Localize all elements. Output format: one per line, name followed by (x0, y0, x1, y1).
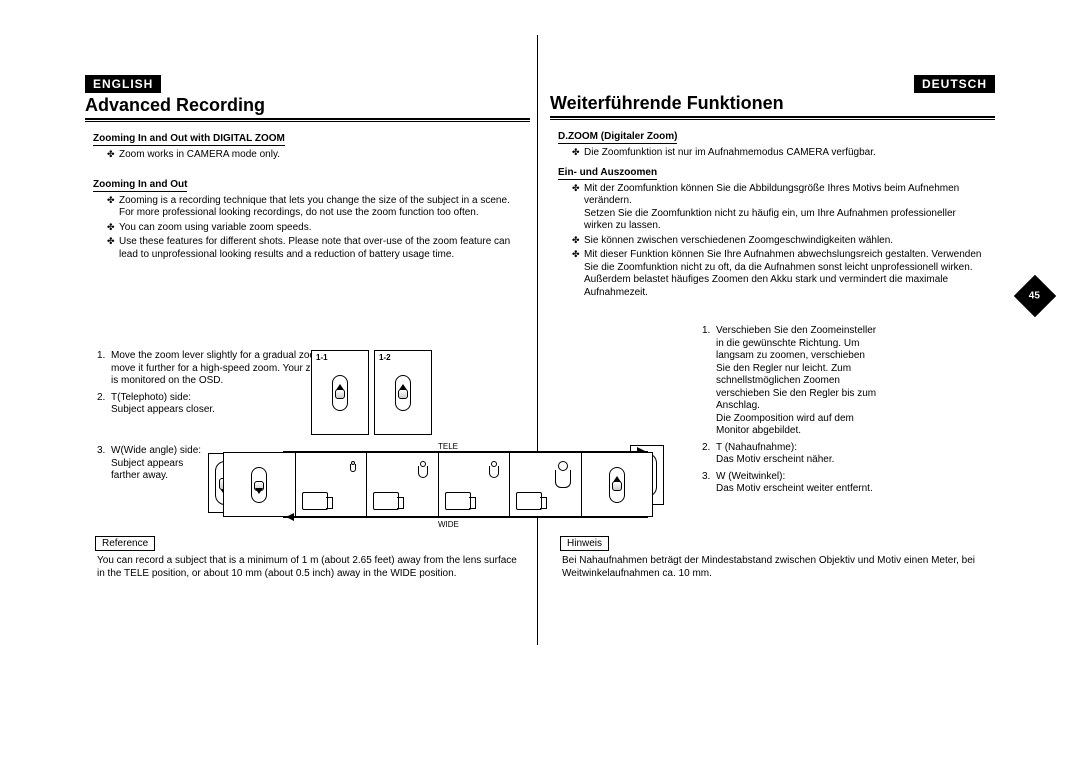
manual-page: ENGLISH Advanced Recording Zooming In an… (85, 75, 995, 635)
diagram-cell (224, 453, 296, 516)
lever-pill (332, 375, 348, 411)
title-rule (85, 118, 530, 122)
step-2-de: 2.T (Nahaufnahme): Das Motiv erscheint n… (702, 442, 880, 467)
reference-label: Reference (95, 536, 155, 551)
bullet-list: Mit der Zoomfunktion können Sie die Abbi… (572, 183, 985, 300)
diagram-cell (367, 453, 439, 516)
bullet-item: Zoom works in CAMERA mode only. (107, 149, 520, 162)
title-rule (550, 116, 995, 120)
person-icon (350, 461, 356, 472)
step-text: T(Telephoto) side: Subject appears close… (111, 392, 215, 416)
hinweis-text: Bei Nahaufnahmen beträgt der Mindestabst… (562, 555, 985, 580)
step-text: W(Wide angle) side: Subject appears fart… (111, 445, 201, 481)
bullet-item: Use these features for different shots. … (107, 236, 520, 261)
diagram-box-1-1: 1-1 (311, 350, 369, 435)
camera-icon (445, 492, 471, 510)
lever-pill (395, 375, 411, 411)
column-deutsch: DEUTSCH Weiterführende Funktionen D.ZOOM… (550, 75, 995, 301)
camera-icon (516, 492, 542, 510)
column-divider (537, 35, 538, 645)
subhead-digital-zoom: Zooming In and Out with DIGITAL ZOOM (93, 133, 285, 146)
lang-tag-deutsch: DEUTSCH (914, 75, 995, 93)
lever-pill (251, 467, 267, 503)
diagram-label: 1-2 (379, 353, 391, 362)
title-deutsch: Weiterführende Funktionen (550, 93, 995, 116)
subhead-zooming: Zooming In and Out (93, 179, 187, 192)
wide-label: WIDE (438, 520, 459, 529)
lever-pill (609, 467, 625, 503)
step-1-de: 1.Verschieben Sie den Zoomeinsteller in … (702, 325, 880, 438)
camera-icon (373, 492, 399, 510)
bullet-item: Mit dieser Funktion können Sie Ihre Aufn… (572, 249, 985, 299)
lang-tag-english: ENGLISH (85, 75, 161, 93)
bullet-item: You can zoom using variable zoom speeds. (107, 222, 520, 235)
diagram-cell (296, 453, 368, 516)
tele-label: TELE (438, 442, 458, 451)
diagram-cell (582, 453, 653, 516)
numbered-list: 3.W(Wide angle) side: Subject appears fa… (97, 445, 207, 487)
step-text: T (Nahaufnahme): Das Motiv erscheint näh… (716, 442, 834, 466)
page-number-badge: 45 (1014, 275, 1056, 317)
bullet-item: Sie können zwischen verschiedenen Zoomge… (572, 235, 985, 248)
arrow-wide (283, 517, 648, 518)
person-icon (555, 461, 571, 488)
diagram-strip (223, 452, 653, 517)
person-icon (418, 461, 428, 478)
subhead-dzoom: D.ZOOM (Digitaler Zoom) (558, 131, 677, 144)
column-english: ENGLISH Advanced Recording Zooming In an… (85, 75, 530, 263)
diagram-label: 1-1 (316, 353, 328, 362)
bullet-item: Mit der Zoomfunktion können Sie die Abbi… (572, 183, 985, 233)
bullet-item: Die Zoomfunktion ist nur im Aufnahmemodu… (572, 147, 985, 160)
bullet-list: Zoom works in CAMERA mode only. (107, 149, 520, 162)
diagram-cell (439, 453, 511, 516)
camera-icon (302, 492, 328, 510)
step-text: W (Weitwinkel): Das Motiv erscheint weit… (716, 471, 873, 495)
person-icon (489, 461, 499, 478)
hinweis-label: Hinweis (560, 536, 609, 551)
page-number: 45 (1029, 291, 1040, 302)
step-3-de: 3.W (Weitwinkel): Das Motiv erscheint we… (702, 471, 880, 496)
diagram-box-1-2: 1-2 (374, 350, 432, 435)
bullet-item: Zooming is a recording technique that le… (107, 195, 520, 220)
title-english: Advanced Recording (85, 95, 530, 118)
reference-text: You can record a subject that is a minim… (97, 555, 520, 580)
step-3: 3.W(Wide angle) side: Subject appears fa… (97, 445, 207, 483)
bullet-list: Die Zoomfunktion ist nur im Aufnahmemodu… (572, 147, 985, 160)
step-text: Verschieben Sie den Zoomeinsteller in di… (716, 325, 876, 436)
diagram-cell (510, 453, 582, 516)
zoom-diagram: 1-1 1-2 TELE (223, 350, 653, 525)
bullet-list: Zooming is a recording technique that le… (107, 195, 520, 262)
numbered-list-de: 1.Verschieben Sie den Zoomeinsteller in … (702, 325, 880, 496)
subhead-einaus: Ein- und Auszoomen (558, 167, 657, 180)
